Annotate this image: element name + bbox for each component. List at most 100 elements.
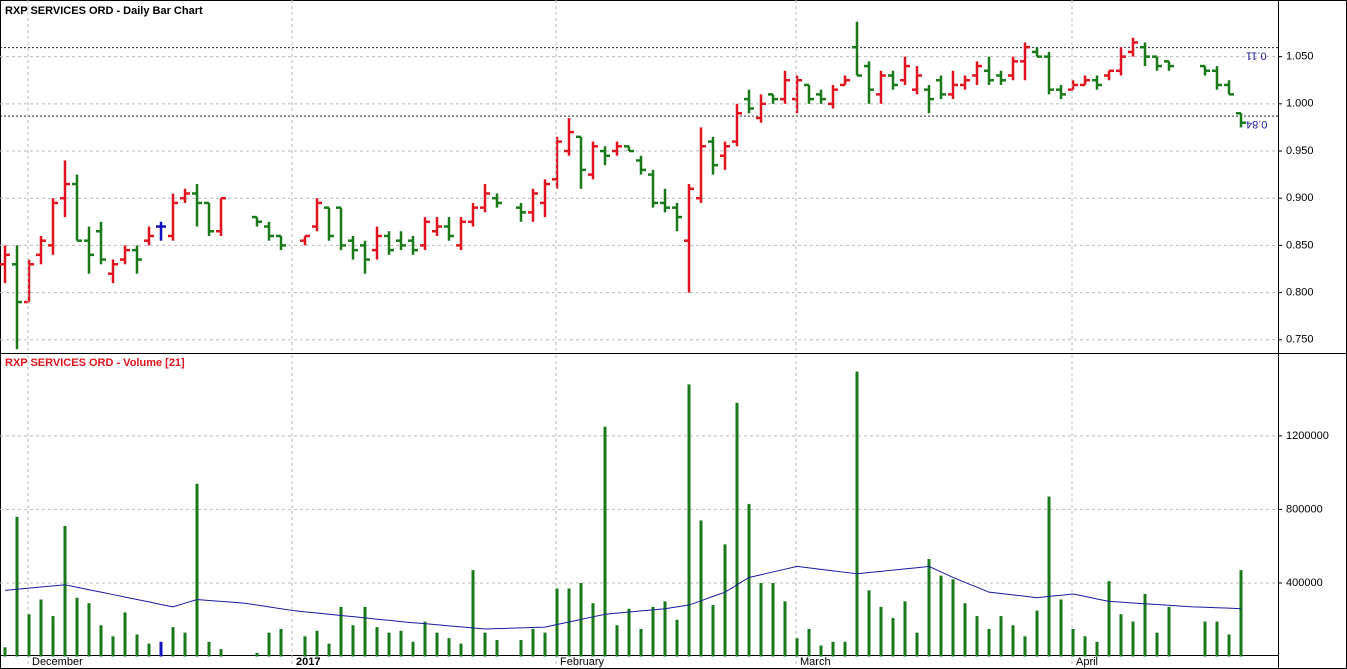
volume-bar [171,627,175,657]
volume-bar [951,579,955,657]
moving-average [4,565,1242,630]
volume-bar [987,628,991,657]
volume-bar [147,643,151,657]
volume-bar [39,599,43,657]
volume-bar [531,628,535,657]
volume-bar [963,603,967,657]
volume-bar [255,652,259,657]
volume-bar [627,608,631,657]
volume-bar [1143,594,1147,657]
volume-bar [3,647,7,657]
reference-label: 0.11 [1246,50,1267,62]
volume-bar [135,634,139,657]
y-tick-label: 0.800 [1286,286,1314,298]
volume-bar [1227,634,1231,657]
volume-bar [471,570,475,657]
volume-bar [603,426,607,657]
volume-bar [879,606,883,657]
volume-bar [567,588,571,657]
volume-bar [123,612,127,657]
volume-bar [939,575,943,657]
volume-title: RXP SERVICES ORD - Volume [21] [5,357,185,369]
volume-bar [1023,636,1027,657]
volume-bar [435,632,439,657]
volume-bar [411,641,415,657]
volume-bar [99,625,103,657]
volume-bar [267,632,271,657]
volume-bar [759,582,763,657]
volume-bar [87,603,91,657]
volume-bar [423,621,427,657]
volume-bar [111,636,115,657]
volume-bar [747,503,751,657]
y-tick-label: 1.050 [1286,51,1314,63]
volume-bar [1059,599,1063,657]
volume-bar [687,384,691,657]
volume-bar [1107,581,1111,657]
volume-bar [903,601,907,657]
y-tick-label: 1.000 [1286,98,1314,110]
volume-bar [891,617,895,657]
volume-bar [1071,628,1075,657]
volume-bar [639,628,643,657]
volume-bar [363,606,367,657]
volume-bar [339,606,343,657]
y-tick-label: 1200000 [1286,430,1329,442]
reference-label: 0.84 [1246,118,1267,130]
y-tick-label: 0.850 [1286,239,1314,251]
volume-bar [867,590,871,657]
volume-bar [195,483,199,657]
volume-bar [699,520,703,657]
volume-bar [723,544,727,657]
volume-bar [1035,610,1039,657]
volume-bar [1095,641,1099,657]
volume-bar [543,632,547,657]
volume-bar [1131,621,1135,657]
volume-bar [483,632,487,657]
volume-bar [675,619,679,657]
volume-bar [351,625,355,657]
x-tick-label: February [560,656,605,668]
volume-bar [159,641,163,657]
volume-bar [807,628,811,657]
volume-bar [1119,614,1123,657]
volume-bar [1083,636,1087,657]
y-tick-label: 800000 [1286,503,1323,515]
x-tick-label: December [32,656,83,668]
x-tick-label: 2017 [296,656,320,668]
volume-bar [15,516,19,657]
volume-bar [279,628,283,657]
volume-bar [51,616,55,657]
volume-bar [447,638,451,657]
volume-bar [1215,621,1219,657]
volume-bar [519,639,523,657]
volume-bar [771,582,775,657]
volume-bar [651,606,655,657]
volume-bar [27,614,31,657]
volume-bar [555,588,559,657]
volume-bar [711,605,715,657]
volume-bar [399,630,403,657]
volume-bar [735,402,739,657]
volume-bar [495,639,499,657]
volume-bar [459,643,463,657]
volume-bar [315,630,319,657]
volume-bar [1167,606,1171,657]
volume-bar [1155,632,1159,657]
y-tick-label: 400000 [1286,577,1323,589]
volume-bar [975,616,979,657]
volume-bar [1011,625,1015,657]
volume-bar [663,601,667,657]
volume-bar [783,601,787,657]
volume-bar [615,625,619,657]
volume-bar [387,632,391,657]
volume-bar [1203,621,1207,657]
volume-bar [843,641,847,657]
volume-bar [927,559,931,657]
price-title: RXP SERVICES ORD - Daily Bar Chart [5,5,203,17]
volume-bar [375,627,379,657]
x-tick-label: March [800,656,831,668]
volume-bar [1047,496,1051,657]
